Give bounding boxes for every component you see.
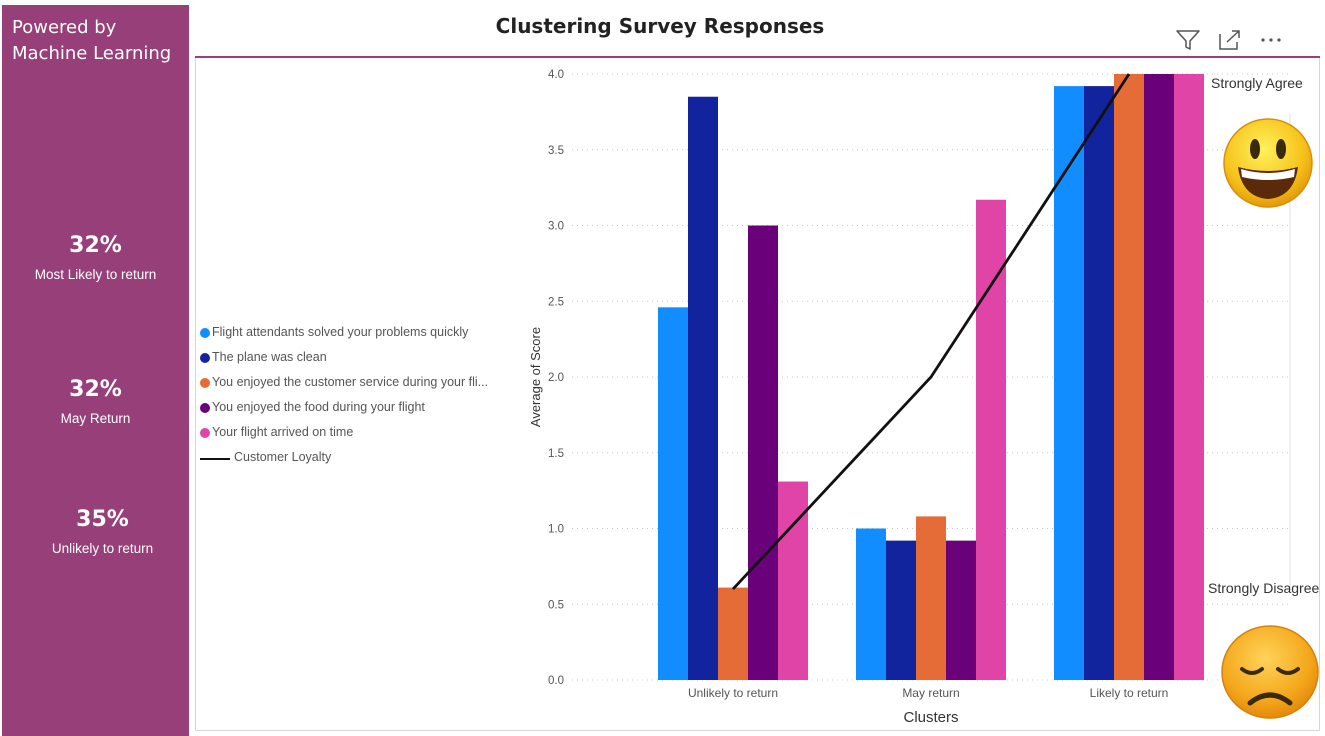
smiling-face-icon	[1223, 118, 1313, 208]
legend-label: The plane was clean	[212, 350, 327, 364]
y-axis-label: Average of Score	[528, 327, 543, 427]
y-tick-label: 0.5	[548, 599, 564, 611]
stat-most-likely: 32% Most Likely to return	[2, 233, 189, 285]
line-series-customer-loyalty	[731, 73, 1131, 591]
bar	[856, 528, 886, 680]
bar	[1084, 86, 1114, 681]
legend-marker	[200, 428, 210, 438]
legend-marker	[200, 403, 210, 413]
bar	[688, 96, 718, 681]
stat-may-return: 32% May Return	[2, 377, 189, 429]
stat-value: 32%	[69, 233, 122, 258]
stat-value: 35%	[76, 507, 129, 532]
y-tick-label: 3.0	[548, 221, 564, 233]
stat-label: May Return	[60, 411, 131, 426]
legend-line-marker	[200, 458, 230, 460]
annotation-strongly-disagree: Strongly Disagree	[1208, 580, 1320, 596]
legend-marker	[200, 353, 210, 363]
x-tick-label: Unlikely to return	[688, 686, 778, 700]
stat-label: Most Likely to return	[34, 267, 157, 282]
legend-marker	[200, 378, 210, 388]
y-tick-label: 3.5	[548, 145, 564, 157]
more-options-icon[interactable]	[1259, 28, 1285, 52]
bar	[916, 516, 946, 680]
focus-mode-icon[interactable]	[1217, 28, 1243, 52]
y-tick-label: 0.0	[548, 675, 564, 687]
legend-label: Flight attendants solved your problems q…	[212, 325, 469, 339]
bar	[1054, 86, 1084, 681]
y-tick-label: 2.0	[548, 372, 564, 384]
disappointed-face-icon	[1221, 625, 1319, 719]
y-tick-label: 2.5	[548, 296, 564, 308]
header-divider	[195, 56, 1320, 58]
stat-unlikely: 35% Unlikely to return	[9, 507, 196, 559]
stat-value: 32%	[69, 377, 122, 402]
y-tick-label: 4.0	[548, 69, 564, 81]
x-axis-label: Clusters	[903, 709, 958, 726]
bar	[886, 540, 916, 680]
bar	[1144, 74, 1174, 680]
legend-label: You enjoyed the customer service during …	[212, 375, 489, 389]
annotation-strongly-agree: Strongly Agree	[1211, 75, 1303, 91]
legend-label: Customer Loyalty	[234, 450, 332, 464]
legend-label: You enjoyed the food during your flight	[212, 400, 425, 414]
bar	[976, 199, 1006, 680]
bar	[748, 225, 778, 680]
bar	[1174, 74, 1204, 680]
y-tick-label: 1.5	[548, 448, 564, 460]
legend-marker	[200, 328, 210, 338]
chart-plot: 0.0 0.5 1.0 1.5 2.0 2.5 3.0 3.5 4.0 Average of Sc…	[528, 69, 1291, 726]
bar	[946, 540, 976, 680]
chart-title: Clustering Survey Responses	[495, 14, 825, 38]
bar	[1114, 74, 1144, 680]
filter-icon[interactable]	[1175, 28, 1201, 52]
legend-label: Your flight arrived on time	[212, 425, 354, 439]
bar	[658, 307, 688, 680]
side-panel-title: Powered by Machine Learning	[12, 17, 172, 64]
x-tick-label: Likely to return	[1090, 686, 1169, 700]
x-tick-label: May return	[902, 686, 959, 700]
stat-label: Unlikely to return	[51, 541, 154, 556]
bar	[718, 587, 748, 680]
side-panel: Powered by Machine Learning 32% Most Lik…	[2, 5, 189, 736]
bar	[778, 481, 808, 680]
chart-frame	[195, 58, 1320, 731]
y-tick-label: 1.0	[548, 524, 564, 536]
